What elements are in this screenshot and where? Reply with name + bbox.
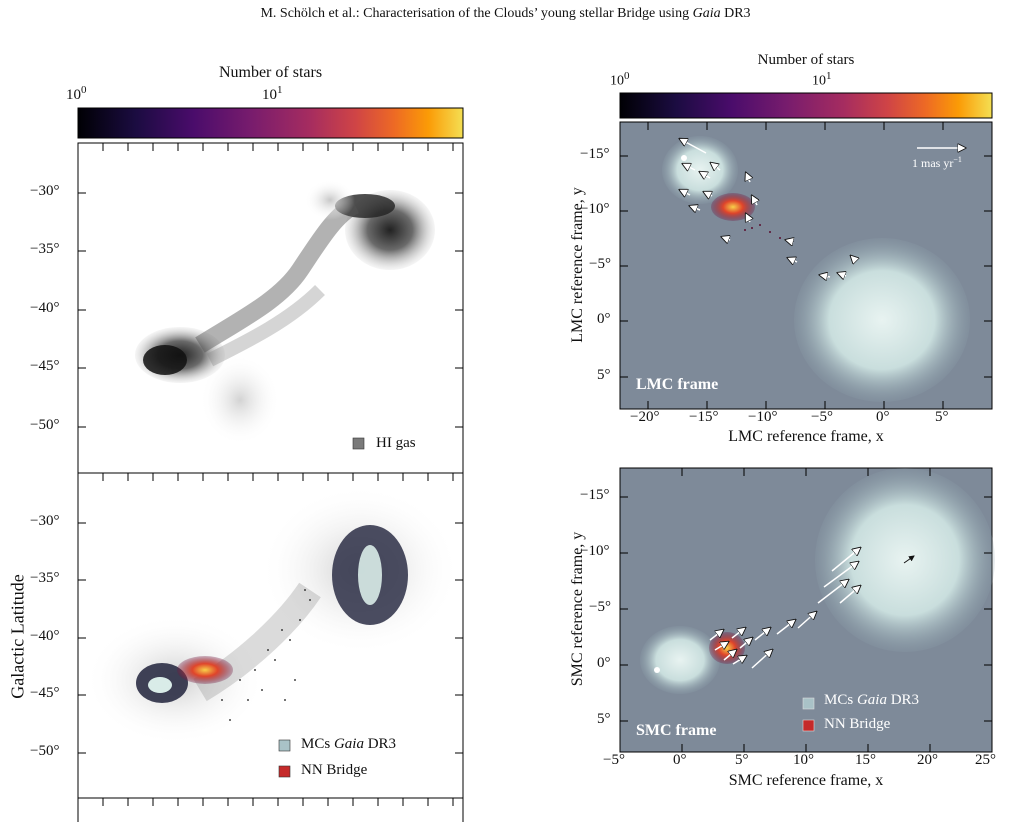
smc-frame-label: SMC frame: [636, 722, 717, 739]
lb-ytick-5: −50°: [30, 743, 60, 759]
nn-bridge-legend-swatch-right: [802, 719, 815, 732]
hi-gas-legend-label: HI gas: [376, 435, 416, 451]
rt-xtick-2: −15°: [689, 409, 719, 425]
rt-xtick-5: 0°: [876, 409, 890, 425]
left-bottom-panel: [77, 472, 464, 799]
left-top-panel: [77, 142, 464, 474]
rt-ytick-4: 0°: [597, 311, 611, 327]
mcs-legend-label: MCs Gaia DR3: [301, 736, 397, 752]
rb-xtick-1: −5°: [603, 752, 625, 768]
hi-gas-legend-swatch: [352, 437, 365, 450]
right-colorbar-title: Number of stars: [757, 52, 855, 68]
page-header: M. Schölch et al.: Characterisation of t…: [0, 6, 1011, 22]
hi-gas-bridge: [195, 196, 360, 353]
left-colorbar: [77, 107, 464, 139]
lb-ytick-3: −40°: [30, 628, 60, 644]
rb-ytick-1: −15°: [580, 487, 610, 503]
nn-bridge-left: [177, 656, 233, 684]
smc-cloud-lmc-frame: [794, 238, 970, 402]
rt-xtick-1: −20°: [630, 409, 660, 425]
rt-ytick-2: −10°: [580, 201, 610, 217]
rt-xtick-4: −5°: [811, 409, 833, 425]
lt-ytick-1: −30°: [30, 183, 60, 199]
rb-ytick-5: 5°: [597, 711, 611, 727]
right-colorbar: [619, 92, 993, 119]
header-tail: DR3: [720, 6, 751, 21]
rb-ytick-4: 0°: [597, 655, 611, 671]
rb-xtick-7: 25°: [975, 752, 996, 768]
rb-xtick-4: 10°: [793, 752, 814, 768]
left-third-panel-edge: [77, 797, 464, 822]
lmc-cloud-lmc-frame: [662, 136, 738, 204]
lb-ytick-2: −35°: [30, 570, 60, 586]
left-ylabel: Galactic Latitude: [7, 574, 28, 699]
rb-xtick-3: 5°: [735, 752, 749, 768]
rt-ytick-3: −5°: [589, 256, 611, 272]
rt-ytick-5: 5°: [597, 367, 611, 383]
rt-ylabel: LMC reference frame, y: [569, 187, 586, 343]
nn-bridge-lmc-frame: [711, 193, 755, 221]
lmc-frame-label: LMC frame: [636, 376, 719, 393]
rb-xtick-2: 0°: [673, 752, 687, 768]
header-text: M. Schölch et al.: Characterisation of t…: [260, 6, 693, 21]
header-italic: Gaia: [692, 6, 721, 21]
lt-ytick-4: −45°: [30, 358, 60, 374]
right-colorbar-tick-mid: 101: [812, 70, 832, 89]
nn-bridge-legend-swatch: [278, 765, 291, 778]
smc-frame-panel: [619, 467, 995, 753]
mcs-legend-swatch-right: [802, 697, 815, 710]
lt-ytick-3: −40°: [30, 300, 60, 316]
lb-ytick-4: −45°: [30, 685, 60, 701]
rb-ylabel: SMC reference frame, y: [569, 531, 586, 687]
lb-ytick-1: −30°: [30, 513, 60, 529]
right-colorbar-tick-min: 100: [610, 70, 630, 89]
lt-ytick-5: −50°: [30, 417, 60, 433]
rt-ytick-1: −15°: [580, 146, 610, 162]
rt-xlabel: LMC reference frame, x: [728, 428, 884, 445]
nn-bridge-legend-label-right: NN Bridge: [824, 716, 891, 732]
lt-ytick-2: −35°: [30, 241, 60, 257]
rb-ytick-2: −10°: [580, 543, 610, 559]
lmc-cloud-smc-frame: [815, 468, 995, 652]
lmc-frame-panel: [619, 121, 993, 410]
rb-xtick-6: 20°: [917, 752, 938, 768]
left-colorbar-tick-min: 100: [66, 84, 87, 103]
left-colorbar-tick-mid: 101: [262, 84, 283, 103]
nn-bridge-legend-label: NN Bridge: [301, 762, 368, 778]
scale-arrow-label: 1 mas yr−1: [912, 155, 962, 170]
mcs-legend-swatch: [278, 739, 291, 752]
rt-xtick-3: −10°: [748, 409, 778, 425]
mcs-legend-label-right: MCs Gaia DR3: [824, 692, 920, 708]
rb-ytick-3: −5°: [589, 599, 611, 615]
left-colorbar-title: Number of stars: [218, 64, 323, 81]
rb-xtick-5: 15°: [855, 752, 876, 768]
smc-cloud-smc-frame: [640, 626, 720, 694]
rt-xtick-6: 5°: [935, 409, 949, 425]
rb-xlabel: SMC reference frame, x: [728, 772, 884, 789]
